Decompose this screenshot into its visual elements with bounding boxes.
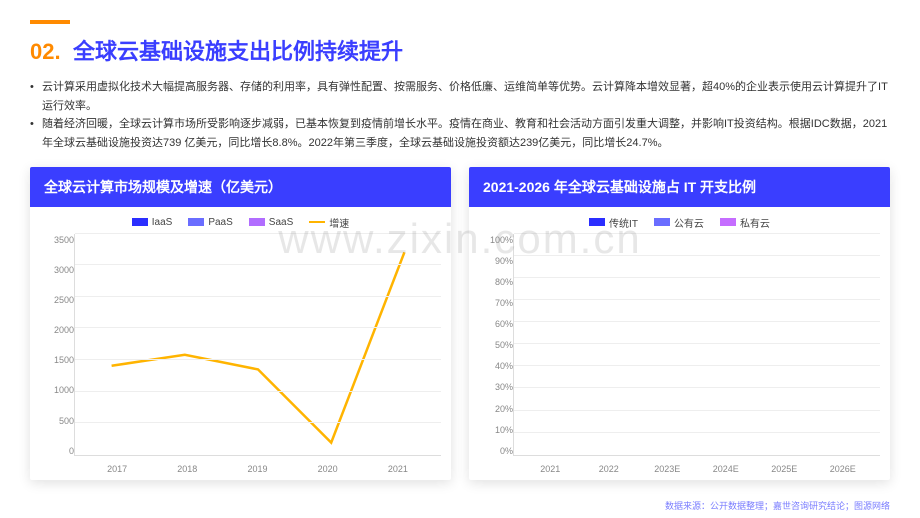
section-number: 02. bbox=[30, 39, 61, 64]
legend-private: 私有云 bbox=[720, 215, 770, 230]
chart2-legend: 传统IT 公有云 私有云 bbox=[479, 215, 880, 230]
chart2-plot bbox=[513, 234, 880, 456]
chart1-body: IaaS PaaS SaaS 增速 3500300025002000150010… bbox=[30, 207, 451, 480]
chart1-x-axis: 20172018201920202021 bbox=[74, 464, 441, 474]
chart1-plot bbox=[74, 234, 441, 456]
chart1-title: 全球云计算市场规模及增速（亿美元） bbox=[30, 167, 451, 207]
chart2-area: 100%90%80%70%60%50%40%30%20%10%0% 202120… bbox=[479, 234, 880, 474]
page-title-row: 02. 全球云基础设施支出比例持续提升 bbox=[30, 34, 890, 66]
chart2-x-axis: 202120222023E2024E2025E2026E bbox=[513, 464, 880, 474]
legend-iaas: IaaS bbox=[132, 215, 173, 230]
chart1-y-axis: 3500300025002000150010005000 bbox=[40, 234, 74, 474]
bullet-item: 云计算采用虚拟化技术大幅提高服务器、存储的利用率，具有弹性配置、按需服务、价格低… bbox=[30, 78, 890, 115]
chart2-body: 传统IT 公有云 私有云 100%90%80%70%60%50%40%30%20… bbox=[469, 207, 890, 480]
bullet-list: 云计算采用虚拟化技术大幅提高服务器、存储的利用率，具有弹性配置、按需服务、价格低… bbox=[30, 78, 890, 153]
accent-bar bbox=[30, 20, 70, 24]
legend-public: 公有云 bbox=[654, 215, 704, 230]
chart1-area: 3500300025002000150010005000 20172018201… bbox=[40, 234, 441, 474]
legend-paas: PaaS bbox=[188, 215, 232, 230]
data-source: 数据来源：公开数据整理；嘉世咨询研究结论；图源网络 bbox=[665, 499, 890, 512]
bullet-item: 随着经济回暖，全球云计算市场所受影响逐步减弱，已基本恢复到疫情前增长水平。疫情在… bbox=[30, 115, 890, 152]
legend-trad: 传统IT bbox=[589, 215, 638, 230]
legend-saas: SaaS bbox=[249, 215, 293, 230]
section-title: 全球云基础设施支出比例持续提升 bbox=[73, 39, 403, 64]
chart1-legend: IaaS PaaS SaaS 增速 bbox=[40, 215, 441, 230]
chart2-y-axis: 100%90%80%70%60%50%40%30%20%10%0% bbox=[479, 234, 513, 474]
chart-card-right: 2021-2026 年全球云基础设施占 IT 开支比例 传统IT 公有云 私有云… bbox=[469, 167, 890, 480]
legend-growth: 增速 bbox=[309, 215, 349, 230]
chart2-bars bbox=[514, 234, 880, 455]
chart-card-left: 全球云计算市场规模及增速（亿美元） IaaS PaaS SaaS 增速 3500… bbox=[30, 167, 451, 480]
chart2-title: 2021-2026 年全球云基础设施占 IT 开支比例 bbox=[469, 167, 890, 207]
charts-container: 全球云计算市场规模及增速（亿美元） IaaS PaaS SaaS 增速 3500… bbox=[30, 167, 890, 480]
